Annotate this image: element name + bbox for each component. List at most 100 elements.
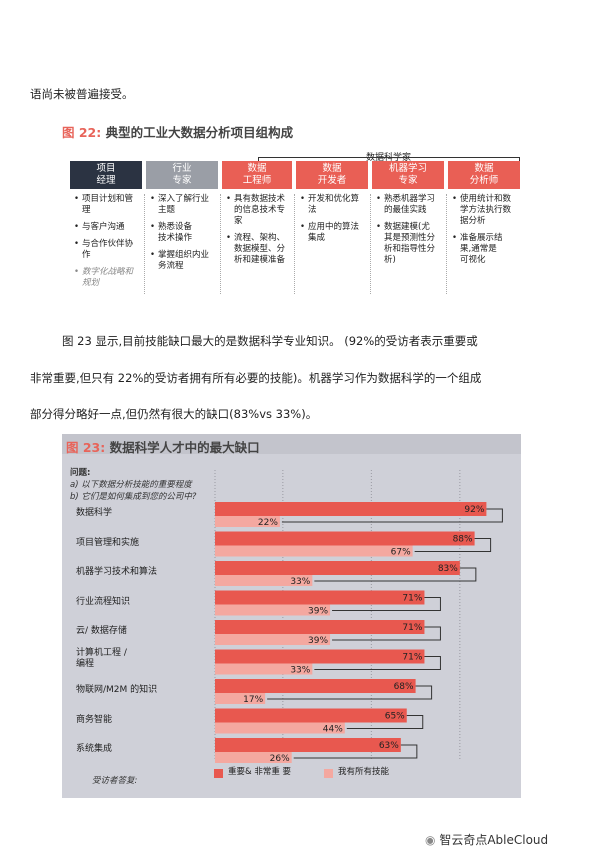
value-label-important: 71% [402,594,422,604]
figure-23-caption: 数据科学人才中的最大缺口 [109,440,260,455]
bar-have-skills [215,604,331,616]
bar-have-skills [215,722,345,734]
value-label-important: 92% [464,505,484,515]
bar-important [215,502,487,516]
gap-bracket [314,567,477,582]
duty-item: 项目计划和管 理 [74,194,142,216]
duty-item: 使用统计和数 学方法执行数 据分析 [452,194,520,227]
figure-22-caption: 典型的工业大数据分析项目组构成 [105,125,294,140]
role-duty-column-2: 具有数据技术 的信息技术专 家流程、架构、 数据模型、分 析和建模准备 [226,194,292,272]
role-header-3: 数据 开发者 [296,161,368,189]
watermark-text: 智云奇点AbleCloud [439,833,549,847]
value-label-have: 67% [391,548,411,558]
bar-have-skills [215,693,266,704]
gap-bracket [293,744,418,759]
duty-item: 熟悉机器学习 的最佳实践 [376,194,444,216]
question-a: a) 以下数据分析技能的重要程度 [70,480,192,490]
duty-item: 与合作伙伴协 作 [74,239,142,261]
bar-have-skills [215,575,313,586]
column-divider [294,194,295,294]
bar-important [215,561,460,575]
bar-important [215,708,407,723]
wechat-watermark: ◉ 智云奇点AbleCloud [425,831,548,848]
legend-swatch-important [214,769,223,778]
role-header-5: 数据 分析师 [448,161,520,189]
value-label-important: 63% [379,741,399,751]
data-scientist-bracket-left [258,157,259,163]
bar-important [215,620,425,634]
value-label-have: 39% [308,636,328,646]
value-label-have: 33% [290,577,310,587]
figure-23-chart: 图 23: 数据科学人才中的最大缺口 问题: a) 以下数据分析技能的重要程度 … [62,434,521,798]
duty-item: 流程、架构、 数据模型、分 析和建模准备 [226,233,292,266]
bar-have-skills [215,663,313,675]
paragraph-line-2: 非常重要,但只有 22%的受访者拥有所有必要的技能)。机器学习作为数据科学的一个… [30,371,482,385]
category-label: 物联网/M2M 的知识 [76,685,158,695]
column-divider [220,194,221,294]
gap-bracket [332,597,441,611]
data-scientist-label: 数据科学家 [366,153,412,163]
value-label-important: 88% [453,535,473,545]
value-label-important: 68% [394,682,414,692]
value-label-have: 33% [290,666,310,676]
figure-22-title: 图 22: 典型的工业大数据分析项目组构成 [62,122,293,141]
figure-23-title: 图 23: 数据科学人才中的最大缺口 [66,437,260,456]
column-divider [144,194,145,294]
bar-chart-canvas: 92% 22% 88% 67% 83% 33% 71% 39% 71% 39% 71% 33% 68% 1… [214,470,503,764]
duty-item: 与客户沟通 [74,222,142,233]
role-header-0: 项目 经理 [70,161,142,189]
category-label: 项目管理和实施 [76,537,140,548]
column-divider [446,194,447,294]
gap-bracket [332,626,441,641]
value-label-have: 39% [308,607,328,617]
category-label: 商务智能 [76,714,113,725]
value-label-have: 44% [323,725,343,735]
legend-label-have: 我有所有技能 [338,767,390,777]
duty-item: 具有数据技术 的信息技术专 家 [226,194,292,227]
bar-important [215,649,425,664]
role-duty-column-0: 项目计划和管 理与客户沟通与合作伙伴协 作数字化战略和 规划 [74,194,142,295]
value-label-important: 65% [385,712,405,722]
category-label: 行业流程知识 [76,596,131,607]
legend-swatch-have [324,769,333,778]
value-label-have: 17% [243,695,263,705]
bar-important [215,590,425,605]
role-duty-column-5: 使用统计和数 学方法执行数 据分析准备展示结 果,通常是 可视化 [452,194,520,272]
bar-have-skills [215,634,331,645]
column-divider [370,194,371,294]
duty-item: 掌握组织内业 务流程 [150,250,218,272]
role-duty-column-1: 深入了解行业 主题熟悉设备 技术操作掌握组织内业 务流程 [150,194,218,278]
role-duty-column-3: 开发和优化算 法应用中的算法 集成 [300,194,368,250]
bar-important [215,531,475,546]
duty-item: 数字化战略和 规划 [74,267,142,289]
figure-22-number: 图 22: [62,125,102,140]
gap-bracket [314,656,441,670]
role-header-2: 数据 工程师 [222,161,292,189]
figure-23-number: 图 23: [66,440,106,455]
category-label: 计算机工程 / 编程 [76,647,127,669]
question-b: b) 它们是如何集成到您的公司中? [70,492,197,502]
data-scientist-bracket [258,157,520,158]
intro-text: 语尚未被普遍接受。 [30,87,134,101]
duty-item: 开发和优化算 法 [300,194,368,216]
value-label-have: 22% [258,518,278,528]
duty-item: 深入了解行业 主题 [150,194,218,216]
category-label: 系统集成 [76,744,113,754]
bar-have-skills [215,752,292,763]
bar-important [215,738,401,752]
bar-have-skills [215,545,413,557]
role-header-1: 行业 专家 [146,161,218,189]
role-header-4: 机器学习 专家 [372,161,444,189]
gap-bracket [281,508,503,523]
value-label-important: 71% [402,653,422,663]
gap-bracket [346,715,424,729]
bar-important [215,679,416,693]
role-duty-column-4: 熟悉机器学习 的最佳实践数据建模(尤 其是预测性分 析和指导性分 析) [376,194,444,272]
category-label: 云/ 数据存储 [76,626,127,636]
wechat-icon: ◉ [425,833,436,847]
legend-label-important: 重要& 非常重 要 [228,767,292,777]
duty-item: 数据建模(尤 其是预测性分 析和指导性分 析) [376,222,444,266]
paragraph-line-1: 图 23 显示,目前技能缺口最大的是数据科学专业知识。 (92%的受访者表示重要… [62,334,478,348]
value-label-important: 83% [438,564,458,574]
duty-item: 应用中的算法 集成 [300,222,368,244]
